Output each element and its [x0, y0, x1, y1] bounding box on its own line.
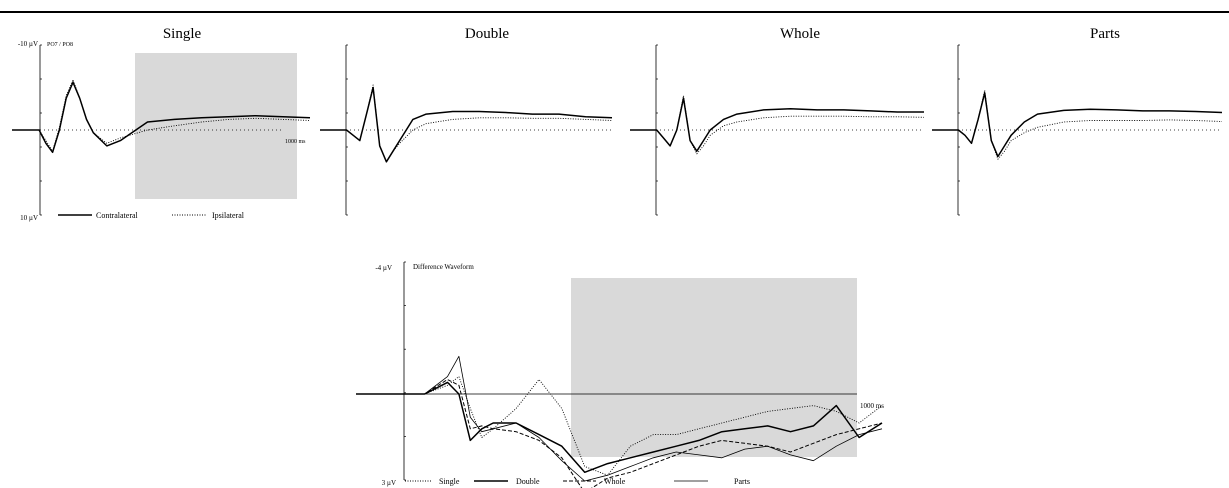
x-end-label: 1000 ms [285, 139, 306, 145]
y-bottom-label: 3 µV [382, 479, 396, 487]
series-line-contralateral [630, 97, 924, 152]
panel-traces [320, 84, 613, 163]
panel-axes [655, 44, 924, 216]
top-rule [0, 11, 1229, 13]
legend-label-whole: Whole [604, 477, 626, 486]
panel-axes [345, 44, 612, 216]
legend: Contralateral Ipsilateral [58, 211, 245, 220]
panel-title: Parts [1090, 26, 1120, 42]
y-top-label: -4 µV [375, 264, 392, 272]
legend: Single Double Whole Parts [405, 477, 750, 486]
legend-label-double: Double [516, 477, 540, 486]
series-line-contralateral [320, 86, 613, 163]
legend-label-ipsilateral: Ipsilateral [212, 211, 245, 220]
series-line-whole [356, 379, 883, 488]
panel-traces [356, 355, 883, 488]
shaded-window [571, 278, 857, 457]
y-top-label: -10 µV [18, 40, 38, 48]
panel-axes [39, 44, 283, 216]
legend-label-parts: Parts [734, 477, 750, 486]
panel-axes [403, 261, 857, 481]
legend-label-single: Single [439, 477, 460, 486]
panel-title: Difference Waveform [413, 263, 474, 271]
series-line-ipsilateral [932, 89, 1223, 160]
panel-title: Single [163, 26, 202, 42]
panel-traces [932, 89, 1223, 160]
shaded-window [135, 53, 297, 199]
panel-title: Double [465, 26, 510, 42]
electrode-label: PO7 / PO8 [47, 42, 73, 48]
series-line-double [356, 381, 883, 474]
panel-traces [630, 95, 925, 155]
series-line-ipsilateral [320, 84, 613, 163]
legend-label-contralateral: Contralateral [96, 211, 139, 220]
series-line-ipsilateral [630, 95, 925, 155]
series-line-parts [356, 355, 883, 482]
series-line-single [356, 376, 883, 476]
panel-axes [957, 44, 1222, 216]
series-line-ipsilateral [12, 79, 311, 152]
y-bottom-label: 10 µV [20, 214, 38, 222]
x-end-label: 1000 ms [860, 402, 884, 410]
panel-title: Whole [780, 26, 820, 42]
series-line-contralateral [932, 92, 1223, 158]
panel-traces [12, 79, 311, 154]
series-line-contralateral [12, 81, 311, 154]
